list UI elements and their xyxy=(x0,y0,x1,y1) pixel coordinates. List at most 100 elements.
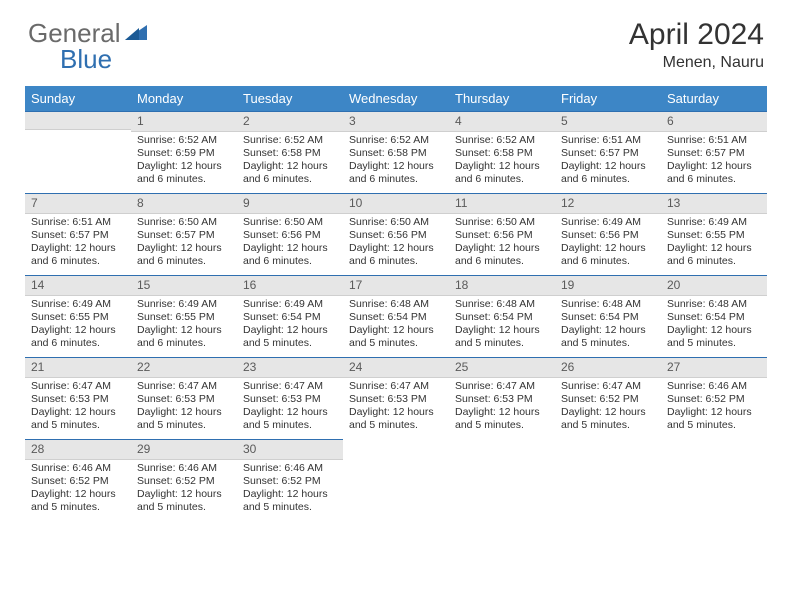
day-number: 28 xyxy=(25,439,131,460)
calendar-cell: 1Sunrise: 6:52 AMSunset: 6:59 PMDaylight… xyxy=(131,111,237,193)
daylight-line: Daylight: 12 hours and 5 minutes. xyxy=(349,324,443,350)
day-number: 25 xyxy=(449,357,555,378)
day-number: 10 xyxy=(343,193,449,214)
daylight-line: Daylight: 12 hours and 6 minutes. xyxy=(667,160,761,186)
sunset-line: Sunset: 6:52 PM xyxy=(31,475,125,488)
sunset-line: Sunset: 6:58 PM xyxy=(349,147,443,160)
calendar-cell xyxy=(25,111,131,193)
day-number: 14 xyxy=(25,275,131,296)
daylight-line: Daylight: 12 hours and 5 minutes. xyxy=(243,406,337,432)
day-number: 8 xyxy=(131,193,237,214)
daylight-line: Daylight: 12 hours and 6 minutes. xyxy=(455,160,549,186)
calendar-row: 21Sunrise: 6:47 AMSunset: 6:53 PMDayligh… xyxy=(25,357,767,439)
sunset-line: Sunset: 6:57 PM xyxy=(561,147,655,160)
calendar-cell: 13Sunrise: 6:49 AMSunset: 6:55 PMDayligh… xyxy=(661,193,767,275)
sunrise-line: Sunrise: 6:46 AM xyxy=(137,462,231,475)
day-number: 5 xyxy=(555,111,661,132)
sunrise-line: Sunrise: 6:48 AM xyxy=(561,298,655,311)
calendar-cell: 28Sunrise: 6:46 AMSunset: 6:52 PMDayligh… xyxy=(25,439,131,521)
sunset-line: Sunset: 6:57 PM xyxy=(137,229,231,242)
sunset-line: Sunset: 6:54 PM xyxy=(561,311,655,324)
sunset-line: Sunset: 6:55 PM xyxy=(137,311,231,324)
calendar-cell: 25Sunrise: 6:47 AMSunset: 6:53 PMDayligh… xyxy=(449,357,555,439)
daylight-line: Daylight: 12 hours and 5 minutes. xyxy=(243,324,337,350)
day-body: Sunrise: 6:48 AMSunset: 6:54 PMDaylight:… xyxy=(343,296,449,355)
day-body: Sunrise: 6:50 AMSunset: 6:56 PMDaylight:… xyxy=(237,214,343,273)
sunrise-line: Sunrise: 6:51 AM xyxy=(561,134,655,147)
weekday-header: Tuesday xyxy=(237,86,343,111)
sunrise-line: Sunrise: 6:50 AM xyxy=(455,216,549,229)
daylight-line: Daylight: 12 hours and 6 minutes. xyxy=(243,160,337,186)
day-body: Sunrise: 6:49 AMSunset: 6:55 PMDaylight:… xyxy=(131,296,237,355)
sunset-line: Sunset: 6:57 PM xyxy=(667,147,761,160)
day-number: 4 xyxy=(449,111,555,132)
calendar-cell: 27Sunrise: 6:46 AMSunset: 6:52 PMDayligh… xyxy=(661,357,767,439)
calendar-cell: 22Sunrise: 6:47 AMSunset: 6:53 PMDayligh… xyxy=(131,357,237,439)
day-number: 1 xyxy=(131,111,237,132)
sunrise-line: Sunrise: 6:48 AM xyxy=(349,298,443,311)
day-number: 11 xyxy=(449,193,555,214)
day-number: 21 xyxy=(25,357,131,378)
sunset-line: Sunset: 6:53 PM xyxy=(349,393,443,406)
day-body: Sunrise: 6:48 AMSunset: 6:54 PMDaylight:… xyxy=(661,296,767,355)
calendar-row: 7Sunrise: 6:51 AMSunset: 6:57 PMDaylight… xyxy=(25,193,767,275)
sunset-line: Sunset: 6:53 PM xyxy=(455,393,549,406)
day-number: 26 xyxy=(555,357,661,378)
day-body: Sunrise: 6:52 AMSunset: 6:58 PMDaylight:… xyxy=(449,132,555,191)
calendar-cell: 18Sunrise: 6:48 AMSunset: 6:54 PMDayligh… xyxy=(449,275,555,357)
day-body: Sunrise: 6:46 AMSunset: 6:52 PMDaylight:… xyxy=(661,378,767,437)
calendar-table: SundayMondayTuesdayWednesdayThursdayFrid… xyxy=(25,86,767,521)
sunrise-line: Sunrise: 6:47 AM xyxy=(349,380,443,393)
calendar-cell: 11Sunrise: 6:50 AMSunset: 6:56 PMDayligh… xyxy=(449,193,555,275)
calendar-row: 28 Sunrise: 6:46 AMSunset: 6:52 PMDayligh… xyxy=(25,439,767,521)
day-number: 3 xyxy=(343,111,449,132)
day-number: 22 xyxy=(131,357,237,378)
sunset-line: Sunset: 6:55 PM xyxy=(31,311,125,324)
sunset-line: Sunset: 6:53 PM xyxy=(243,393,337,406)
day-number: 24 xyxy=(343,357,449,378)
day-number: 27 xyxy=(661,357,767,378)
daylight-line: Daylight: 12 hours and 6 minutes. xyxy=(349,160,443,186)
daylight-line: Daylight: 12 hours and 6 minutes. xyxy=(31,242,125,268)
day-body: Sunrise: 6:51 AMSunset: 6:57 PMDaylight:… xyxy=(25,214,131,273)
calendar-cell: 7Sunrise: 6:51 AMSunset: 6:57 PMDaylight… xyxy=(25,193,131,275)
sunset-line: Sunset: 6:56 PM xyxy=(561,229,655,242)
day-body: Sunrise: 6:50 AMSunset: 6:57 PMDaylight:… xyxy=(131,214,237,273)
daylight-line: Daylight: 12 hours and 6 minutes. xyxy=(455,242,549,268)
day-body: Sunrise: 6:47 AMSunset: 6:53 PMDaylight:… xyxy=(237,378,343,437)
sunrise-line: Sunrise: 6:48 AM xyxy=(455,298,549,311)
location-label: Menen, Nauru xyxy=(629,54,764,72)
day-body: Sunrise: 6:51 AMSunset: 6:57 PMDaylight:… xyxy=(661,132,767,191)
day-body: Sunrise: 6:52 AMSunset: 6:59 PMDaylight:… xyxy=(131,132,237,191)
sunset-line: Sunset: 6:56 PM xyxy=(349,229,443,242)
sunset-line: Sunset: 6:54 PM xyxy=(455,311,549,324)
calendar-cell: 17Sunrise: 6:48 AMSunset: 6:54 PMDayligh… xyxy=(343,275,449,357)
day-number: 15 xyxy=(131,275,237,296)
sunrise-line: Sunrise: 6:48 AM xyxy=(667,298,761,311)
day-body: Sunrise: 6:47 AMSunset: 6:53 PMDaylight:… xyxy=(449,378,555,437)
day-body: Sunrise: 6:46 AMSunset: 6:52 PMDaylight:… xyxy=(237,460,343,519)
sunrise-line: Sunrise: 6:49 AM xyxy=(31,298,125,311)
sunrise-line: Sunrise: 6:51 AM xyxy=(667,134,761,147)
sunset-line: Sunset: 6:52 PM xyxy=(243,475,337,488)
sunrise-line: Sunrise: 6:49 AM xyxy=(561,216,655,229)
day-number: 16 xyxy=(237,275,343,296)
calendar-cell: 16Sunrise: 6:49 AMSunset: 6:54 PMDayligh… xyxy=(237,275,343,357)
sunset-line: Sunset: 6:54 PM xyxy=(667,311,761,324)
calendar-cell xyxy=(661,439,767,521)
logo-text-blue: Blue xyxy=(60,44,112,75)
daylight-line: Daylight: 12 hours and 5 minutes. xyxy=(455,324,549,350)
sunrise-line: Sunrise: 6:52 AM xyxy=(349,134,443,147)
calendar-cell: 26Sunrise: 6:47 AMSunset: 6:52 PMDayligh… xyxy=(555,357,661,439)
daylight-line: Daylight: 12 hours and 6 minutes. xyxy=(243,242,337,268)
sunset-line: Sunset: 6:58 PM xyxy=(455,147,549,160)
sunrise-line: Sunrise: 6:52 AM xyxy=(455,134,549,147)
day-body: Sunrise: 6:52 AMSunset: 6:58 PMDaylight:… xyxy=(237,132,343,191)
day-body: Sunrise: 6:50 AMSunset: 6:56 PMDaylight:… xyxy=(449,214,555,273)
day-number: 19 xyxy=(555,275,661,296)
logo-triangle-icon xyxy=(125,22,147,45)
weekday-header: Thursday xyxy=(449,86,555,111)
sunrise-line: Sunrise: 6:52 AM xyxy=(243,134,337,147)
day-number: 9 xyxy=(237,193,343,214)
daylight-line: Daylight: 12 hours and 5 minutes. xyxy=(561,324,655,350)
